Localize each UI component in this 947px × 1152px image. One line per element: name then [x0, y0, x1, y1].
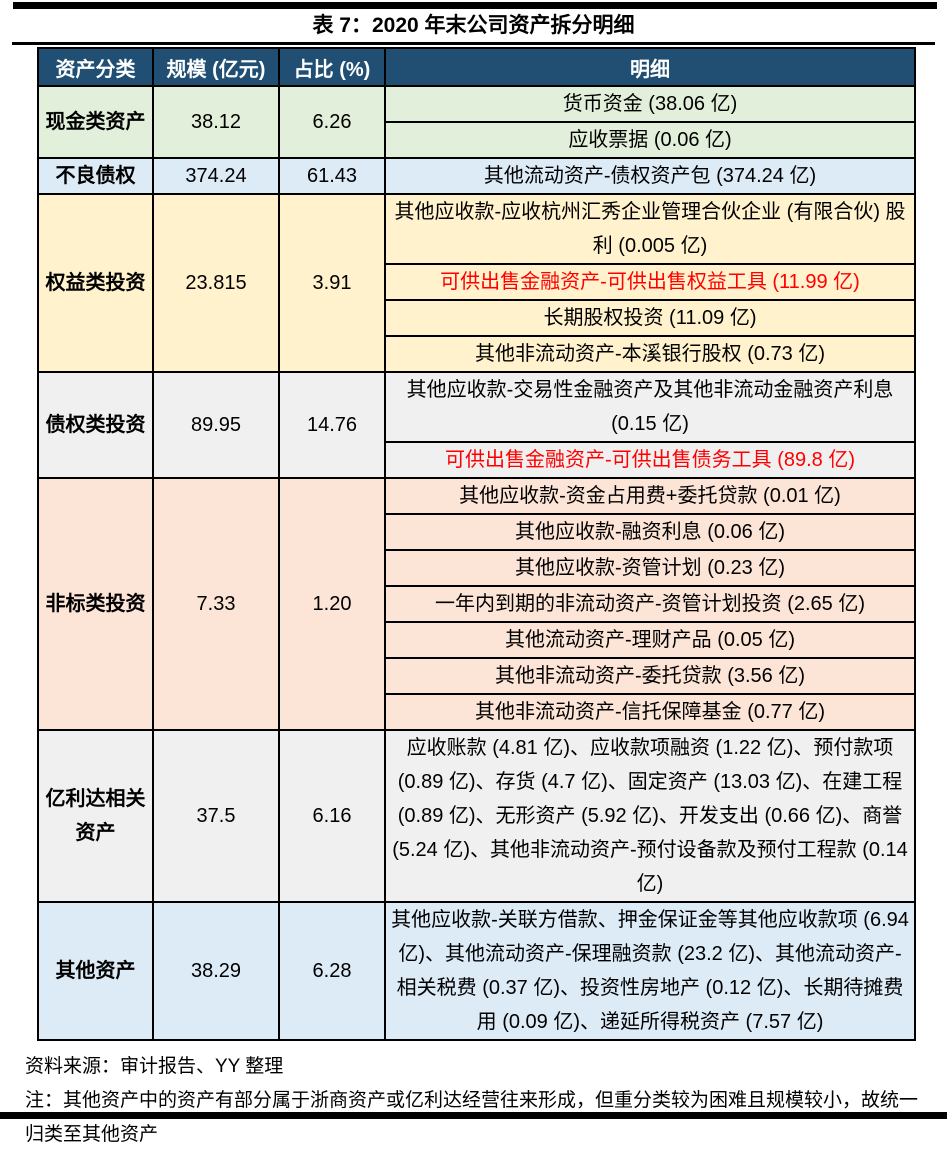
category-cell: 债权类投资: [37, 371, 154, 479]
category-cell: 权益类投资: [37, 193, 154, 373]
pct-cell: 3.91: [278, 193, 386, 373]
table-row: 其他资产 38.29 6.28 其他应收款-关联方借款、押金保证金等其他应收款项…: [37, 901, 916, 1041]
detail-cell: 其他应收款-资金占用费+委托贷款 (0.01 亿): [384, 477, 916, 515]
detail-cell: 其他非流动资产-本溪银行股权 (0.73 亿): [384, 335, 916, 373]
detail-cell: 其他非流动资产-信托保障基金 (0.77 亿): [384, 693, 916, 731]
category-cell: 现金类资产: [37, 85, 154, 159]
scale-cell: 374.24: [152, 157, 280, 195]
detail-cell: 其他应收款-交易性金融资产及其他非流动金融资产利息 (0.15 亿): [384, 371, 916, 443]
detail-cell: 应收账款 (4.81 亿)、应收款项融资 (1.22 亿)、预付款项 (0.89…: [384, 729, 916, 903]
detail-cell: 长期股权投资 (11.09 亿): [384, 299, 916, 337]
detail-cell: 其他流动资产-理财产品 (0.05 亿): [384, 621, 916, 659]
scale-cell: 37.5: [152, 729, 280, 903]
top-rule: [13, 2, 937, 9]
category-cell: 亿利达相关资产: [37, 729, 154, 903]
detail-cell: 其他应收款-应收杭州汇秀企业管理合伙企业 (有限合伙) 股利 (0.005 亿): [384, 193, 916, 265]
bottom-rule: [0, 1112, 947, 1119]
scale-cell: 89.95: [152, 371, 280, 479]
detail-cell: 其他应收款-融资利息 (0.06 亿): [384, 513, 916, 551]
detail-cell: 一年内到期的非流动资产-资管计划投资 (2.65 亿): [384, 585, 916, 623]
detail-cell: 其他应收款-资管计划 (0.23 亿): [384, 549, 916, 587]
table-row: 现金类资产 38.12 6.26 货币资金 (38.06 亿): [37, 85, 916, 159]
pct-cell: 6.16: [278, 729, 386, 903]
pct-cell: 61.43: [278, 157, 386, 195]
detail-cell: 货币资金 (38.06 亿): [384, 85, 916, 123]
detail-cell-highlighted: 可供出售金融资产-可供出售债务工具 (89.8 亿): [384, 441, 916, 479]
table-title: 表 7：2020 年末公司资产拆分明细: [312, 14, 635, 37]
category-cell: 非标类投资: [37, 477, 154, 731]
table-row: 亿利达相关资产 37.5 6.16 应收账款 (4.81 亿)、应收款项融资 (…: [37, 729, 916, 903]
asset-breakdown-table: 资产分类 规模 (亿元) 占比 (%) 明细 现金类资产 38.12 6.26 …: [37, 47, 916, 1041]
source-note: 资料来源：审计报告、YY 整理: [25, 1056, 284, 1077]
header-detail: 明细: [384, 47, 916, 87]
category-cell: 其他资产: [37, 901, 154, 1041]
header-scale: 规模 (亿元): [152, 47, 280, 87]
title-rule: [12, 42, 935, 45]
pct-cell: 14.76: [278, 371, 386, 479]
table-row: 债权类投资 89.95 14.76 其他应收款-交易性金融资产及其他非流动金融资…: [37, 371, 916, 479]
table-row: 非标类投资 7.33 1.20 其他应收款-资金占用费+委托贷款 (0.01 亿…: [37, 477, 916, 731]
category-cell: 不良债权: [37, 157, 154, 195]
scale-cell: 7.33: [152, 477, 280, 731]
header-asset-class: 资产分类: [37, 47, 154, 87]
pct-cell: 6.26: [278, 85, 386, 159]
detail-cell-highlighted: 可供出售金融资产-可供出售权益工具 (11.99 亿): [384, 263, 916, 301]
pct-cell: 6.28: [278, 901, 386, 1041]
table-row: 其他应收款-资管计划 (0.23 亿): [38, 549, 916, 587]
pct-cell: 1.20: [278, 477, 386, 731]
scale-cell: 23.815: [152, 193, 280, 373]
detail-cell: 其他应收款-关联方借款、押金保证金等其他应收款项 (6.94 亿)、其他流动资产…: [384, 901, 916, 1041]
scale-cell: 38.12: [152, 85, 280, 159]
scale-cell: 38.29: [152, 901, 280, 1041]
detail-cell: 应收票据 (0.06 亿): [384, 121, 916, 159]
footer: 资料来源：审计报告、YY 整理 注：其他资产中的资产有部分属于浙商资产或亿利达经…: [25, 1050, 927, 1152]
detail-cell: 其他流动资产-债权资产包 (374.24 亿): [384, 157, 916, 195]
header-pct: 占比 (%): [278, 47, 386, 87]
header-row: 资产分类 规模 (亿元) 占比 (%) 明细: [37, 47, 916, 87]
table-row: 权益类投资 23.815 3.91 其他应收款-应收杭州汇秀企业管理合伙企业 (…: [37, 193, 916, 373]
table-row: 不良债权 374.24 61.43 其他流动资产-债权资产包 (374.24 亿…: [37, 157, 916, 195]
detail-cell: 其他非流动资产-委托贷款 (3.56 亿): [384, 657, 916, 695]
